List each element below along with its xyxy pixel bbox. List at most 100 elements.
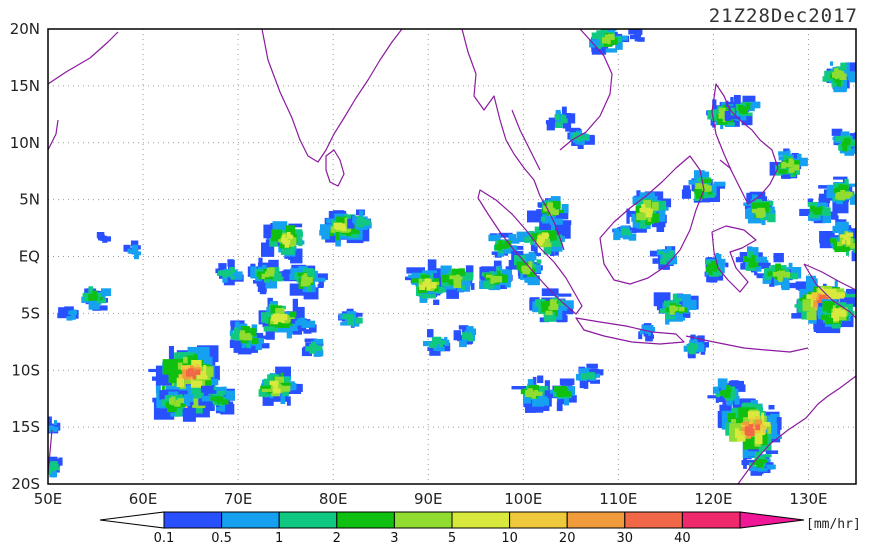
precip-pixel	[692, 345, 696, 353]
precip-pixel	[830, 313, 836, 324]
coastline-indochina	[461, 29, 613, 251]
precip-pixel	[418, 287, 428, 294]
precip-pixel	[286, 232, 291, 239]
precip-pixel	[418, 278, 423, 288]
precip-pixel	[648, 208, 653, 215]
precip-pixel	[186, 370, 192, 375]
precip-pixel	[778, 151, 788, 156]
precip-pixel	[365, 219, 371, 225]
precip-pixel	[580, 373, 587, 380]
precip-pixel	[433, 336, 442, 343]
precip-pixel	[514, 255, 527, 266]
colorbar-tick-label: 1	[275, 531, 283, 544]
precip-pixel	[537, 212, 543, 217]
precip-pixel	[539, 218, 551, 230]
colorbar-tick-label: 0.5	[211, 531, 232, 544]
coastline-sulawesi	[711, 225, 757, 293]
precip-pixel	[405, 276, 416, 281]
precip-pixel	[458, 268, 465, 276]
precip-pixel	[635, 29, 643, 35]
precip-pixel	[441, 340, 447, 345]
precip-pixel	[452, 268, 456, 277]
precip-pixel	[543, 202, 551, 207]
precip-pixel	[717, 378, 728, 388]
coastline-lesser-sunda	[685, 335, 809, 353]
precip-pixel	[96, 298, 107, 304]
precip-cell	[148, 345, 220, 406]
precip-pixel	[96, 295, 102, 300]
precip-pixel	[671, 311, 680, 317]
precip-pixel	[857, 240, 862, 244]
precip-pixel	[303, 319, 308, 325]
precip-pixel	[727, 413, 736, 422]
precip-pixel	[794, 168, 800, 175]
precip-pixel	[505, 280, 511, 288]
precip-pixel	[778, 270, 785, 277]
precip-pixel	[538, 304, 545, 315]
precip-cell	[159, 389, 196, 422]
lat-tick-label: 5S	[21, 304, 40, 322]
precip-pixel	[524, 236, 530, 243]
precip-pixel	[351, 223, 358, 234]
precip-pixel	[225, 270, 232, 277]
precip-pixel	[306, 346, 313, 350]
precip-pixel	[419, 284, 426, 290]
precip-pixel	[177, 398, 184, 403]
precip-pixel	[860, 227, 865, 236]
precip-cell	[756, 253, 802, 291]
precip-pixel	[638, 331, 643, 340]
precip-pixel	[639, 216, 647, 229]
precip-pixel	[566, 386, 576, 396]
precip-pixel	[233, 342, 248, 353]
precip-pixel	[736, 430, 746, 442]
precip-pixel	[559, 378, 575, 386]
precip-pixel	[844, 62, 850, 73]
precip-pixel	[826, 184, 834, 196]
precip-pixel	[186, 372, 192, 377]
precip-pixel	[643, 200, 652, 209]
precip-pixel	[550, 241, 563, 247]
precip-pixel	[628, 29, 636, 35]
precip-pixel	[532, 401, 545, 407]
precip-pixel	[632, 196, 645, 205]
precip-pixel	[514, 261, 519, 266]
precip-pixel	[520, 389, 528, 395]
precip-pixel	[280, 391, 286, 404]
precip-pixel	[240, 330, 246, 337]
precip-pixel	[822, 301, 835, 312]
precip-cell	[626, 190, 672, 233]
precip-pixel	[271, 234, 284, 242]
precip-pixel	[358, 219, 365, 226]
precip-pixel	[799, 157, 808, 167]
precip-pixel	[613, 228, 620, 237]
precip-pixel	[351, 322, 355, 327]
precip-pixel	[583, 381, 589, 389]
precip-pixel	[702, 179, 713, 183]
precip-pixel	[562, 118, 569, 129]
precip-pixel	[545, 310, 553, 316]
precip-pixel	[278, 321, 289, 328]
precip-pixel	[134, 252, 139, 260]
precip-pixel	[269, 380, 275, 385]
precip-pixel	[649, 250, 660, 257]
precip-pixel	[284, 242, 289, 248]
precip-pixel	[263, 326, 278, 332]
precip-pixel	[546, 242, 552, 247]
precip-pixel	[818, 203, 828, 207]
precip-pixel	[58, 457, 63, 466]
precip-pixel	[454, 275, 460, 282]
coastline-philippines	[711, 83, 779, 205]
precip-pixel	[241, 326, 251, 334]
precip-pixel	[531, 233, 537, 241]
precip-pixel	[537, 375, 544, 384]
precip-pixel	[66, 316, 73, 321]
precip-pixel	[48, 416, 52, 425]
precip-cell	[301, 338, 324, 357]
precip-pixel	[281, 234, 286, 240]
precip-cell	[281, 264, 328, 300]
precip-pixel	[641, 325, 649, 331]
precip-pixel	[495, 244, 502, 250]
precip-pixel	[352, 216, 356, 224]
precip-pixel	[278, 245, 283, 253]
precip-pixel	[716, 268, 723, 276]
